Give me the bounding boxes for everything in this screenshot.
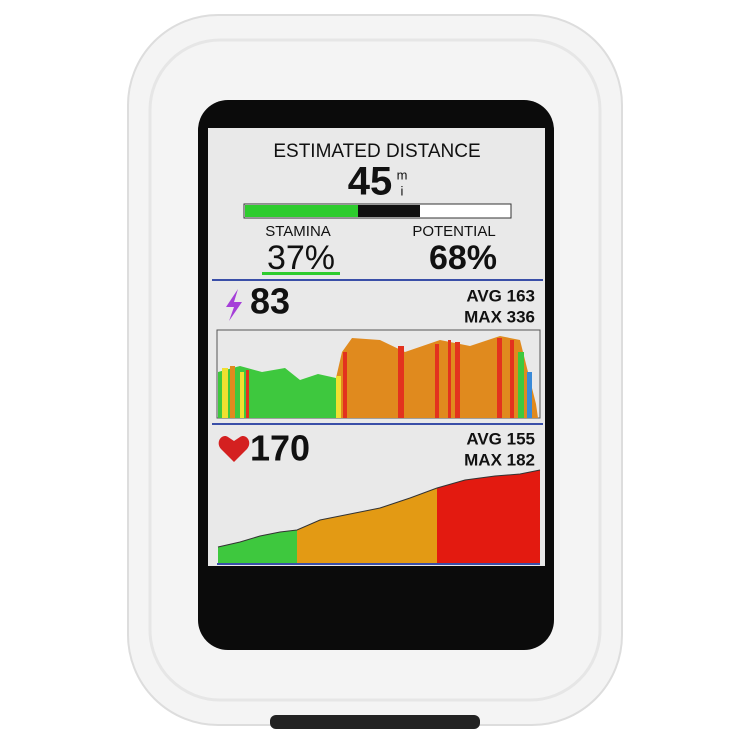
power-avg: AVG 163 bbox=[466, 286, 535, 305]
potential-fill bbox=[358, 205, 420, 217]
divider bbox=[212, 279, 543, 281]
power-graph bbox=[216, 329, 541, 419]
base bbox=[270, 715, 480, 729]
power-max: MAX 336 bbox=[464, 307, 535, 326]
heart-rate-value: 170 bbox=[250, 428, 310, 469]
distance-unit: i bbox=[401, 183, 404, 198]
power-icon bbox=[226, 289, 242, 321]
heart-rate-max: MAX 182 bbox=[464, 450, 535, 469]
divider bbox=[212, 423, 543, 425]
distance-label: ESTIMATED DISTANCE bbox=[273, 141, 480, 162]
stamina-label: STAMINA bbox=[265, 223, 331, 240]
heart-rate-graph bbox=[217, 469, 541, 565]
distance-unit: m bbox=[397, 167, 408, 182]
stamina-value: 37% bbox=[267, 239, 335, 277]
power-value: 83 bbox=[250, 281, 290, 322]
heart-icon bbox=[218, 436, 250, 462]
case-ridge bbox=[148, 38, 602, 702]
distance-value: 45 bbox=[348, 160, 393, 204]
heart-rate-avg: AVG 155 bbox=[466, 429, 535, 448]
stamina-fill bbox=[245, 205, 358, 217]
stamina-underline bbox=[262, 272, 340, 275]
potential-label: POTENTIAL bbox=[412, 223, 495, 240]
potential-value: 68% bbox=[429, 239, 497, 277]
